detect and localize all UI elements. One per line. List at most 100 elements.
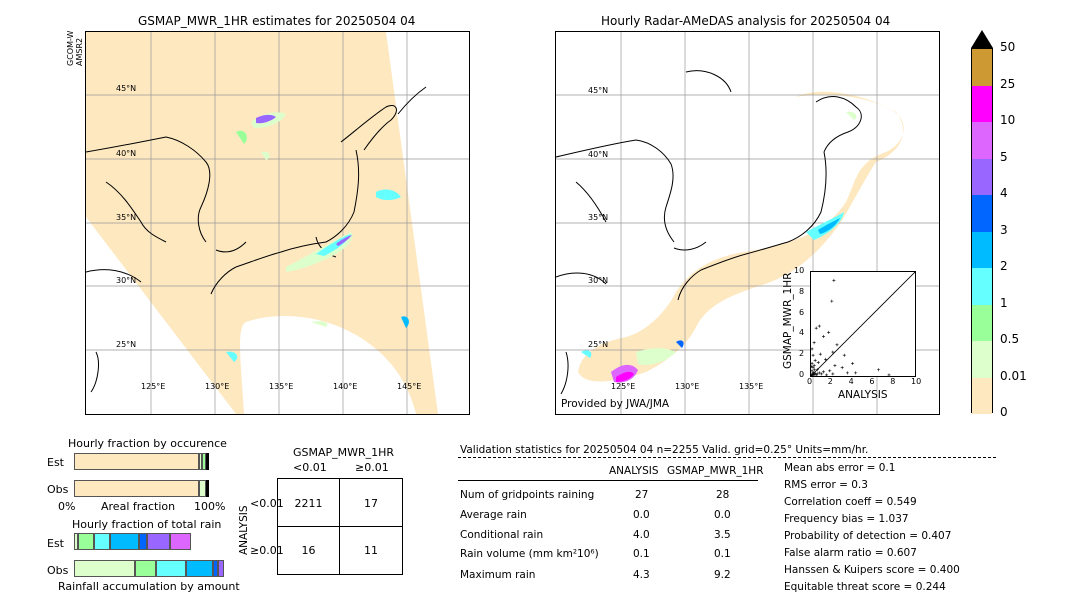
left-coastline [86, 86, 427, 393]
score-corr: Correlation coeff = 0.549 [784, 496, 917, 508]
right-lon-130: 130°E [675, 382, 700, 391]
data-credit: Provided by JWA/JMA [561, 398, 670, 410]
scatter-point [825, 373, 829, 377]
rainfrac-bar-segment [134, 560, 157, 577]
scatter-point [813, 358, 817, 362]
right-gridlines [556, 32, 939, 414]
left-lon-130: 130°E [205, 382, 230, 391]
row-volume-analysis: 0.1 [633, 548, 650, 560]
scatter-point [816, 360, 820, 364]
scatter-point [845, 371, 849, 375]
scatter-point [854, 371, 858, 375]
row-raining-gsmap: 28 [716, 489, 730, 501]
occurrence-bar-segment [74, 480, 199, 497]
left-rain-patches [226, 112, 409, 362]
satellite-label: GCOM-W AMSR2 [66, 30, 84, 66]
row-average-gsmap: 0.0 [714, 509, 731, 521]
colorbar-tick: 1 [1000, 295, 1008, 310]
swath-top [86, 32, 386, 132]
scatter-point [815, 368, 819, 372]
score-ets: Equitable threat score = 0.244 [784, 581, 946, 593]
occurrence-x-100: 100% [194, 500, 226, 513]
colorbar-tick: 0.5 [1000, 332, 1020, 346]
scatter-point [811, 353, 815, 357]
rainfrac-bar-segment [146, 533, 170, 550]
colorbar-tick: 10 [1000, 113, 1016, 127]
cell-0-0: 2211 [294, 497, 323, 510]
left-lat-40: 40°N [116, 149, 137, 158]
colorbar-tick: 4 [1000, 186, 1008, 200]
occurrence-bar-end [206, 480, 209, 497]
scatter-point [819, 372, 823, 376]
row-conditional-label: Conditional rain [460, 529, 544, 541]
scatter-ytick: 4 [799, 328, 805, 338]
colorbar-tick: 5 [1000, 149, 1008, 164]
occurrence-title: Hourly fraction by occurence [68, 437, 227, 450]
scatter-point [821, 334, 825, 338]
scatter-points [810, 278, 891, 377]
colorbar-tick: 3 [1000, 222, 1008, 237]
colorbar [971, 48, 993, 414]
occurrence-est-label: Est [47, 456, 64, 469]
row-average-label: Average rain [460, 509, 527, 521]
left-lat-30: 30°N [116, 276, 137, 285]
colorbar-segment [972, 341, 992, 378]
scatter-point [830, 299, 834, 303]
contingency-col-0: <0.01 [293, 461, 327, 474]
scatter-plot [810, 271, 916, 377]
left-lat-35: 35°N [116, 213, 137, 222]
rainfrac-bar-segment [156, 560, 187, 577]
validation-col-analysis: ANALYSIS [609, 465, 659, 477]
colorbar-tick: 2 [1000, 259, 1008, 273]
rainfrac-bar-segment [186, 560, 214, 577]
occurrence-bar-segment [198, 453, 202, 470]
rainfrac-bar-segment [110, 533, 139, 550]
scatter-point [811, 366, 815, 370]
scatter-point [817, 371, 821, 375]
right-lat-30: 30°N [588, 276, 609, 285]
scatter-point [831, 350, 835, 354]
scatter-point [812, 341, 816, 345]
row-max-gsmap: 9.2 [714, 569, 731, 581]
left-lat-25: 25°N [116, 340, 137, 349]
row-average-analysis: 0.0 [633, 509, 650, 521]
left-map-svg [86, 32, 469, 414]
row-raining-label: Num of gridpoints raining [460, 489, 595, 501]
scatter-ytick: 0 [799, 370, 805, 379]
scatter-point [821, 370, 825, 374]
occurrence-bar-segment [198, 480, 207, 497]
colorbar-segment [972, 85, 992, 122]
scatter-ytick: 10 [794, 266, 805, 275]
contingency-side-label: ANALYSIS [238, 505, 250, 555]
colorbar-tick: 50 [1000, 40, 1016, 54]
occurrence-bar-segment [74, 453, 199, 470]
rainfrac-bar-segment [213, 560, 219, 577]
right-coastline [556, 70, 862, 395]
right-map: 45°N 40°N 35°N 30°N 25°N 125°E 130°E 135… [555, 31, 940, 415]
contingency-title: GSMAP_MWR_1HR [293, 446, 395, 459]
left-map-title: GSMAP_MWR_1HR estimates for 20250504 04 [138, 14, 416, 28]
colorbar-extend [971, 30, 993, 48]
scatter-point [887, 373, 891, 377]
scatter-point [840, 366, 844, 370]
score-rmse: RMS error = 0.3 [784, 479, 868, 491]
left-lat-45: 45°N [116, 84, 137, 93]
rainfrac-bar-segment [94, 533, 111, 550]
scatter-point [818, 352, 822, 356]
row-conditional-gsmap: 3.5 [714, 529, 731, 541]
colorbar-segment [972, 158, 992, 195]
left-map: 45°N 40°N 35°N 30°N 25°N 125°E 130°E 135… [85, 31, 470, 415]
contingency-row-1: ≥0.01 [250, 544, 284, 557]
scatter-point [814, 326, 818, 330]
right-lon-125: 125°E [611, 382, 636, 391]
score-far: False alarm ratio = 0.607 [784, 547, 917, 559]
right-lon-135: 135°E [739, 382, 764, 391]
rainfrac-bar-segment [218, 560, 224, 577]
scatter-point [842, 353, 846, 357]
row-conditional-analysis: 4.0 [633, 529, 650, 541]
right-lat-25: 25°N [588, 340, 609, 349]
colorbar-tick: 25 [1000, 76, 1016, 91]
left-lon-125: 125°E [141, 382, 166, 391]
scatter-ytick: 8 [799, 286, 805, 296]
validation-col-gsmap: GSMAP_MWR_1HR [667, 465, 764, 477]
